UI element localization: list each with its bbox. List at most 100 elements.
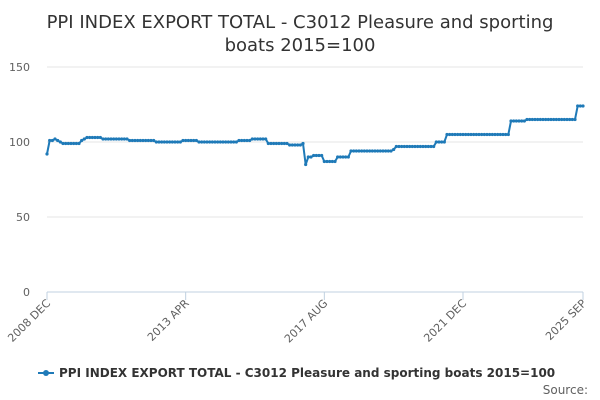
data-point[interactable] xyxy=(192,138,196,143)
data-point[interactable] xyxy=(248,138,252,143)
data-point[interactable] xyxy=(136,138,140,143)
data-point[interactable] xyxy=(173,140,177,144)
data-point[interactable] xyxy=(208,140,212,144)
data-point[interactable] xyxy=(314,153,318,158)
data-point[interactable] xyxy=(104,137,108,141)
data-point[interactable] xyxy=(269,141,273,146)
data-point[interactable] xyxy=(485,132,489,137)
data-point[interactable] xyxy=(138,138,142,143)
data-point[interactable] xyxy=(397,144,401,149)
data-point[interactable] xyxy=(264,137,268,141)
data-point[interactable] xyxy=(258,137,262,141)
data-point[interactable] xyxy=(272,141,276,146)
data-point[interactable] xyxy=(338,155,342,159)
data-point[interactable] xyxy=(213,140,217,144)
data-point[interactable] xyxy=(557,117,561,122)
data-point[interactable] xyxy=(64,141,68,146)
data-point[interactable] xyxy=(522,119,526,123)
data-point[interactable] xyxy=(88,135,92,140)
data-point[interactable] xyxy=(80,138,84,143)
data-point[interactable] xyxy=(146,138,150,143)
data-point[interactable] xyxy=(112,137,116,141)
data-point[interactable] xyxy=(392,147,396,152)
data-point[interactable] xyxy=(56,138,60,143)
data-point[interactable] xyxy=(101,137,105,141)
data-point[interactable] xyxy=(162,140,166,144)
data-point[interactable] xyxy=(448,132,452,137)
data-point[interactable] xyxy=(413,144,417,149)
data-point[interactable] xyxy=(336,155,340,159)
data-point[interactable] xyxy=(504,132,508,137)
data-point[interactable] xyxy=(440,140,444,144)
data-point[interactable] xyxy=(309,155,313,159)
data-point[interactable] xyxy=(93,135,97,140)
data-point[interactable] xyxy=(261,137,265,141)
data-point[interactable] xyxy=(144,138,148,143)
data-point[interactable] xyxy=(488,132,492,137)
data-point[interactable] xyxy=(293,143,297,147)
data-point[interactable] xyxy=(288,143,292,147)
data-point[interactable] xyxy=(408,144,412,149)
legend[interactable]: PPI INDEX EXPORT TOTAL - C3012 Pleasure … xyxy=(38,366,555,380)
data-point[interactable] xyxy=(458,132,462,137)
data-point[interactable] xyxy=(122,137,126,141)
data-point[interactable] xyxy=(442,140,446,144)
data-point[interactable] xyxy=(266,141,270,146)
data-point[interactable] xyxy=(576,104,580,108)
data-point[interactable] xyxy=(429,144,433,149)
data-point[interactable] xyxy=(546,117,550,122)
data-point[interactable] xyxy=(344,155,348,159)
data-point[interactable] xyxy=(394,144,398,149)
data-point[interactable] xyxy=(533,117,537,122)
data-point[interactable] xyxy=(301,141,305,146)
data-point[interactable] xyxy=(421,144,425,149)
data-point[interactable] xyxy=(317,153,321,158)
data-point[interactable] xyxy=(530,117,534,122)
data-point[interactable] xyxy=(506,132,510,137)
data-point[interactable] xyxy=(298,143,302,147)
data-point[interactable] xyxy=(240,138,244,143)
data-point[interactable] xyxy=(189,138,193,143)
data-point[interactable] xyxy=(330,159,334,164)
data-point[interactable] xyxy=(90,135,94,140)
data-point[interactable] xyxy=(570,117,574,122)
data-point[interactable] xyxy=(242,138,246,143)
data-point[interactable] xyxy=(306,155,310,159)
data-point[interactable] xyxy=(256,137,260,141)
data-point[interactable] xyxy=(186,138,190,143)
data-point[interactable] xyxy=(368,149,372,153)
data-point[interactable] xyxy=(82,137,86,141)
data-point[interactable] xyxy=(346,155,350,159)
data-point[interactable] xyxy=(554,117,558,122)
data-point[interactable] xyxy=(130,138,134,143)
data-point[interactable] xyxy=(581,104,585,108)
data-point[interactable] xyxy=(106,137,110,141)
data-point[interactable] xyxy=(466,132,470,137)
data-point[interactable] xyxy=(128,138,132,143)
data-point[interactable] xyxy=(304,162,308,167)
data-point[interactable] xyxy=(274,141,278,146)
data-point[interactable] xyxy=(141,138,145,143)
data-point[interactable] xyxy=(85,135,89,140)
data-point[interactable] xyxy=(125,137,129,141)
data-point[interactable] xyxy=(389,149,393,153)
data-point[interactable] xyxy=(282,141,286,146)
data-point[interactable] xyxy=(373,149,377,153)
data-point[interactable] xyxy=(290,143,294,147)
data-point[interactable] xyxy=(61,141,65,146)
data-point[interactable] xyxy=(549,117,553,122)
data-point[interactable] xyxy=(96,135,100,140)
data-point[interactable] xyxy=(565,117,569,122)
data-point[interactable] xyxy=(424,144,428,149)
data-point[interactable] xyxy=(418,144,422,149)
data-point[interactable] xyxy=(197,140,201,144)
data-point[interactable] xyxy=(461,132,465,137)
data-point[interactable] xyxy=(402,144,406,149)
data-point[interactable] xyxy=(296,143,300,147)
data-point[interactable] xyxy=(245,138,249,143)
data-point[interactable] xyxy=(544,117,548,122)
data-point[interactable] xyxy=(509,119,513,123)
data-point[interactable] xyxy=(216,140,220,144)
data-point[interactable] xyxy=(200,140,204,144)
data-point[interactable] xyxy=(480,132,484,137)
